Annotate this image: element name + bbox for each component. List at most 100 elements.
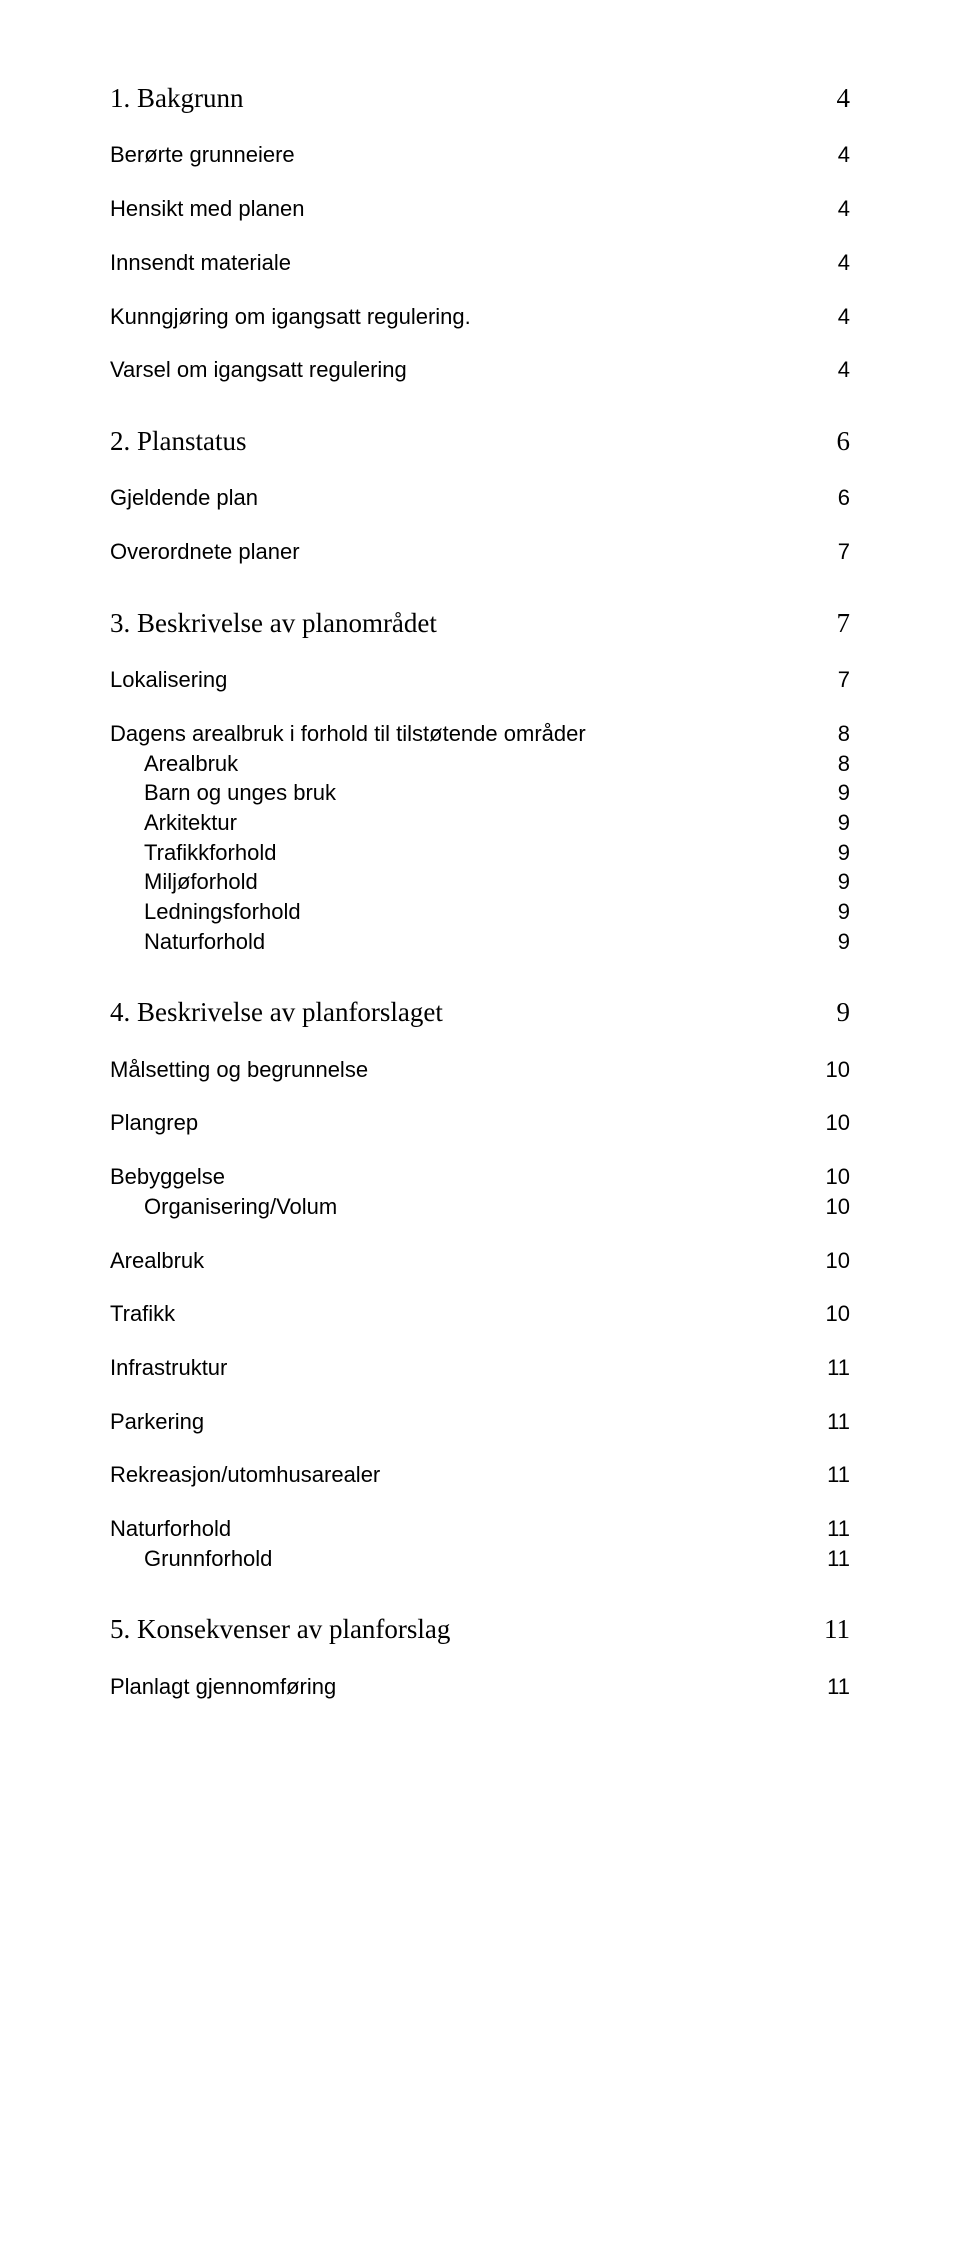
toc-entry: Lokalisering 7 xyxy=(110,665,850,695)
page: 1. Bakgrunn4Berørte grunneiere4Hensikt m… xyxy=(0,0,960,1781)
toc-entry-page: 11 xyxy=(827,1460,850,1490)
toc-entry-label: Miljøforhold xyxy=(144,867,258,897)
toc-entry: Berørte grunneiere 4 xyxy=(110,140,850,170)
toc-entry: Målsetting og begrunnelse 10 xyxy=(110,1055,850,1085)
toc-entry-page: 10 xyxy=(826,1299,850,1329)
toc-entry-page: 4 xyxy=(838,302,850,332)
toc-entry-label: Grunnforhold xyxy=(144,1544,272,1574)
toc-entry: Arealbruk 8 xyxy=(110,749,850,779)
toc-entry-page: 9 xyxy=(838,838,850,868)
toc-entry-label: Barn og unges bruk xyxy=(144,778,336,808)
toc-entry-label: 1. Bakgrunn xyxy=(110,80,243,116)
toc-entry: Barn og unges bruk 9 xyxy=(110,778,850,808)
toc-entry-page: 6 xyxy=(838,483,850,513)
toc-entry: Innsendt materiale 4 xyxy=(110,248,850,278)
toc-entry: Dagens arealbruk i forhold til tilstøten… xyxy=(110,719,850,749)
toc-entry: 5. Konsekvenser av planforslag 11 xyxy=(110,1611,850,1647)
toc-entry: Rekreasjon/utomhusarealer 11 xyxy=(110,1460,850,1490)
toc-entry-label: Arkitektur xyxy=(144,808,237,838)
toc-entry-label: Kunngjøring om igangsatt regulering. xyxy=(110,302,471,332)
toc-entry-label: Naturforhold xyxy=(144,927,265,957)
toc-entry-label: Hensikt med planen xyxy=(110,194,304,224)
toc-entry-label: 4. Beskrivelse av planforslaget xyxy=(110,994,443,1030)
toc-entry-label: Rekreasjon/utomhusarealer xyxy=(110,1460,380,1490)
toc-entry: Infrastruktur 11 xyxy=(110,1353,850,1383)
toc-entry: 2. Planstatus 6 xyxy=(110,423,850,459)
toc-entry: Varsel om igangsatt regulering 4 xyxy=(110,355,850,385)
toc-entry-page: 11 xyxy=(824,1611,850,1647)
toc-entry-label: Arealbruk xyxy=(144,749,238,779)
toc-entry-page: 11 xyxy=(827,1407,850,1437)
toc-entry: Grunnforhold 11 xyxy=(110,1544,850,1574)
toc-entry: Arealbruk 10 xyxy=(110,1246,850,1276)
toc-entry-page: 6 xyxy=(837,423,851,459)
toc-entry-page: 4 xyxy=(838,194,850,224)
toc-entry-label: Lokalisering xyxy=(110,665,227,695)
toc-entry-label: Innsendt materiale xyxy=(110,248,291,278)
toc-entry: 3. Beskrivelse av planområdet 7 xyxy=(110,605,850,641)
toc-entry-page: 9 xyxy=(838,808,850,838)
toc-entry: Arkitektur 9 xyxy=(110,808,850,838)
toc-entry: Naturforhold 9 xyxy=(110,927,850,957)
toc-entry-page: 8 xyxy=(838,719,850,749)
toc-entry-page: 7 xyxy=(837,605,851,641)
toc-entry-label: Ledningsforhold xyxy=(144,897,301,927)
toc-entry: Ledningsforhold 9 xyxy=(110,897,850,927)
toc-entry-label: Parkering xyxy=(110,1407,204,1437)
toc-entry-label: Overordnete planer xyxy=(110,537,300,567)
toc-entry-page: 9 xyxy=(837,994,851,1030)
toc-entry-page: 9 xyxy=(838,897,850,927)
toc-entry-page: 4 xyxy=(838,248,850,278)
toc-entry: 1. Bakgrunn 4 xyxy=(110,80,850,116)
toc-entry-page: 7 xyxy=(838,665,850,695)
toc-entry: 4. Beskrivelse av planforslaget 9 xyxy=(110,994,850,1030)
toc-entry: Parkering 11 xyxy=(110,1407,850,1437)
toc-entry-page: 9 xyxy=(838,778,850,808)
toc-entry-label: 2. Planstatus xyxy=(110,423,247,459)
toc-entry-label: Målsetting og begrunnelse xyxy=(110,1055,368,1085)
toc-entry-page: 9 xyxy=(838,927,850,957)
toc-entry-page: 11 xyxy=(827,1672,850,1702)
toc-entry-page: 7 xyxy=(838,537,850,567)
toc-entry-label: Trafikkforhold xyxy=(144,838,276,868)
toc-entry: Trafikkforhold 9 xyxy=(110,838,850,868)
toc-entry-label: Organisering/Volum xyxy=(144,1192,337,1222)
toc-entry-page: 9 xyxy=(838,867,850,897)
toc-entry: Organisering/Volum10 xyxy=(110,1192,850,1222)
toc-entry-label: Naturforhold xyxy=(110,1514,231,1544)
toc-entry-label: 3. Beskrivelse av planområdet xyxy=(110,605,437,641)
toc-entry: Plangrep 10 xyxy=(110,1108,850,1138)
toc-entry-page: 4 xyxy=(837,80,851,116)
toc-entry-label: Planlagt gjennomføring xyxy=(110,1672,336,1702)
toc-entry-label: 5. Konsekvenser av planforslag xyxy=(110,1611,450,1647)
toc-entry-label: Trafikk xyxy=(110,1299,175,1329)
toc-entry: Kunngjøring om igangsatt regulering. 4 xyxy=(110,302,850,332)
toc-entry: Planlagt gjennomføring 11 xyxy=(110,1672,850,1702)
toc-entry-page: 10 xyxy=(826,1246,850,1276)
toc-entry-label: Arealbruk xyxy=(110,1246,204,1276)
toc-entry: Hensikt med planen 4 xyxy=(110,194,850,224)
toc-entry: Gjeldende plan 6 xyxy=(110,483,850,513)
toc-entry-page: 10 xyxy=(826,1055,850,1085)
toc-entry-label: Plangrep xyxy=(110,1108,198,1138)
toc-entry: Trafikk 10 xyxy=(110,1299,850,1329)
toc-entry-page: 11 xyxy=(827,1544,850,1574)
toc-entry-page: 11 xyxy=(827,1514,850,1544)
table-of-contents: 1. Bakgrunn4Berørte grunneiere4Hensikt m… xyxy=(110,80,850,1701)
toc-entry-page: 10 xyxy=(826,1108,850,1138)
toc-entry-page: 4 xyxy=(838,355,850,385)
toc-entry-page: 4 xyxy=(838,140,850,170)
toc-entry-label: Gjeldende plan xyxy=(110,483,258,513)
toc-entry-label: Dagens arealbruk i forhold til tilstøten… xyxy=(110,719,586,749)
toc-entry-label: Berørte grunneiere xyxy=(110,140,295,170)
toc-entry-label: Varsel om igangsatt regulering xyxy=(110,355,407,385)
toc-entry-page: 11 xyxy=(827,1353,850,1383)
toc-entry: Overordnete planer 7 xyxy=(110,537,850,567)
toc-entry: Bebyggelse 10 xyxy=(110,1162,850,1192)
toc-entry: Miljøforhold 9 xyxy=(110,867,850,897)
toc-entry-label: Bebyggelse xyxy=(110,1162,225,1192)
toc-entry-page: 10 xyxy=(826,1162,850,1192)
toc-entry: Naturforhold 11 xyxy=(110,1514,850,1544)
toc-entry-page: 8 xyxy=(838,749,850,779)
toc-entry-label: Infrastruktur xyxy=(110,1353,227,1383)
